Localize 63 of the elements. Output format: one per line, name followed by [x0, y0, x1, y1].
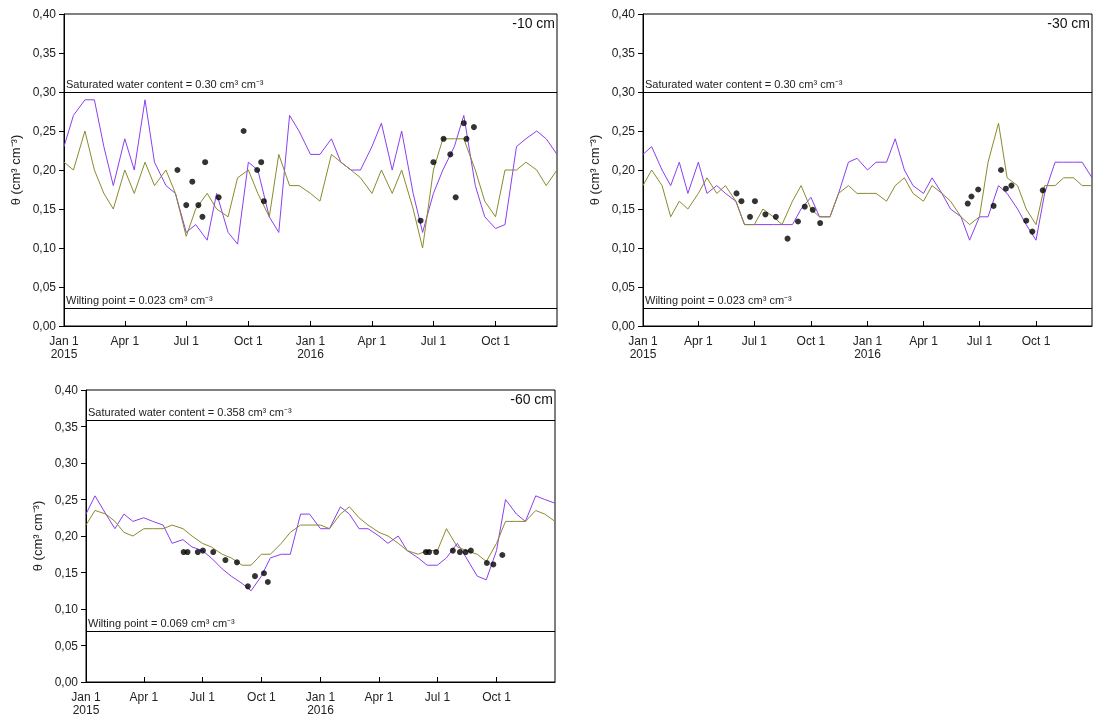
y-tick-label: 0,05 [32, 280, 57, 294]
x-tick-label: Jul 1 [424, 689, 451, 704]
x-tick-label: Apr 1 [110, 333, 140, 348]
x-tick-label: Jan 1 2015 [71, 689, 101, 717]
x-tick-label: Jul 1 [966, 333, 993, 348]
y-tick-label: 0,40 [611, 7, 636, 21]
ref-line-label: Saturated water content = 0.358 cm³ cm⁻³ [88, 406, 292, 419]
y-tick-label: 0,10 [32, 241, 57, 255]
ref-line-label: Saturated water content = 0.30 cm³ cm⁻³ [66, 77, 264, 90]
y-tick-label: 0,35 [54, 419, 79, 434]
x-tick-label: Oct 1 [481, 333, 511, 348]
y-axis-title: θ (cm³ cm⁻³) [586, 134, 602, 206]
x-tick-label: Jan 1 2015 [49, 333, 79, 361]
x-tick-label: Jul 1 [741, 333, 768, 348]
x-tick-label: Apr 1 [684, 333, 714, 348]
y-tick-label: 0,35 [611, 46, 636, 60]
y-tick-label: 0,00 [611, 319, 636, 333]
x-tick-label: Apr 1 [129, 689, 159, 704]
x-tick-label: Oct 1 [796, 333, 826, 348]
y-tick-label: 0,40 [32, 7, 57, 21]
y-tick-label: 0,25 [32, 124, 57, 138]
y-tick-label: 0,10 [611, 241, 636, 255]
y-tick-label: 0,40 [54, 383, 79, 397]
x-tick-label: Jan 1 2016 [305, 689, 336, 717]
x-tick-label: Apr 1 [357, 333, 387, 348]
y-tick-label: 0,20 [32, 163, 57, 177]
x-tick-label: Jul 1 [173, 333, 200, 348]
y-tick-label: 0,10 [54, 602, 79, 616]
annotation: -10 cm [512, 15, 556, 31]
x-tick-label: Jul 1 [189, 689, 216, 704]
x-tick-label: Jul 1 [420, 333, 447, 348]
y-tick-label: 0,05 [611, 280, 636, 294]
x-tick-label: Jan 1 2015 [628, 333, 658, 361]
y-tick-label: 0,25 [611, 124, 636, 138]
y-tick-label: 0,30 [32, 85, 57, 99]
y-tick-label: 0,20 [54, 529, 79, 543]
x-tick-label: Jan 1 2016 [295, 333, 326, 361]
y-axis-title: θ (cm³ cm⁻³) [29, 500, 45, 572]
annotation: -30 cm [1047, 15, 1091, 31]
y-tick-label: 0,15 [611, 202, 636, 216]
annotation: -60 cm [510, 391, 554, 407]
x-tick-label: Oct 1 [247, 689, 277, 704]
ref-line-label: Wilting point = 0.023 cm³ cm⁻³ [645, 293, 793, 306]
y-tick-label: 0,00 [54, 675, 79, 689]
x-tick-label: Apr 1 [364, 689, 394, 704]
y-tick-label: 0,15 [32, 202, 57, 216]
x-tick-label: Oct 1 [234, 333, 264, 348]
y-axis-title: θ (cm³ cm⁻³) [7, 134, 23, 206]
y-tick-label: 0,35 [32, 46, 57, 60]
y-tick-label: 0,05 [54, 638, 79, 653]
x-tick-label: Jan 1 2016 [852, 333, 883, 361]
y-tick-label: 0,25 [54, 492, 79, 507]
x-tick-label: Oct 1 [482, 689, 512, 704]
ref-line-label: Wilting point = 0.069 cm³ cm⁻³ [88, 617, 236, 630]
y-tick-label: 0,15 [54, 565, 79, 580]
x-tick-label: Oct 1 [1021, 333, 1051, 348]
y-tick-label: 0,20 [611, 163, 636, 177]
y-tick-label: 0,00 [32, 319, 57, 333]
ref-line-label: Saturated water content = 0.30 cm³ cm⁻³ [645, 77, 843, 90]
y-tick-label: 0,30 [611, 85, 636, 99]
x-tick-label: Apr 1 [909, 333, 939, 348]
y-tick-label: 0,30 [54, 456, 79, 470]
ref-line-label: Wilting point = 0.023 cm³ cm⁻³ [66, 293, 214, 306]
